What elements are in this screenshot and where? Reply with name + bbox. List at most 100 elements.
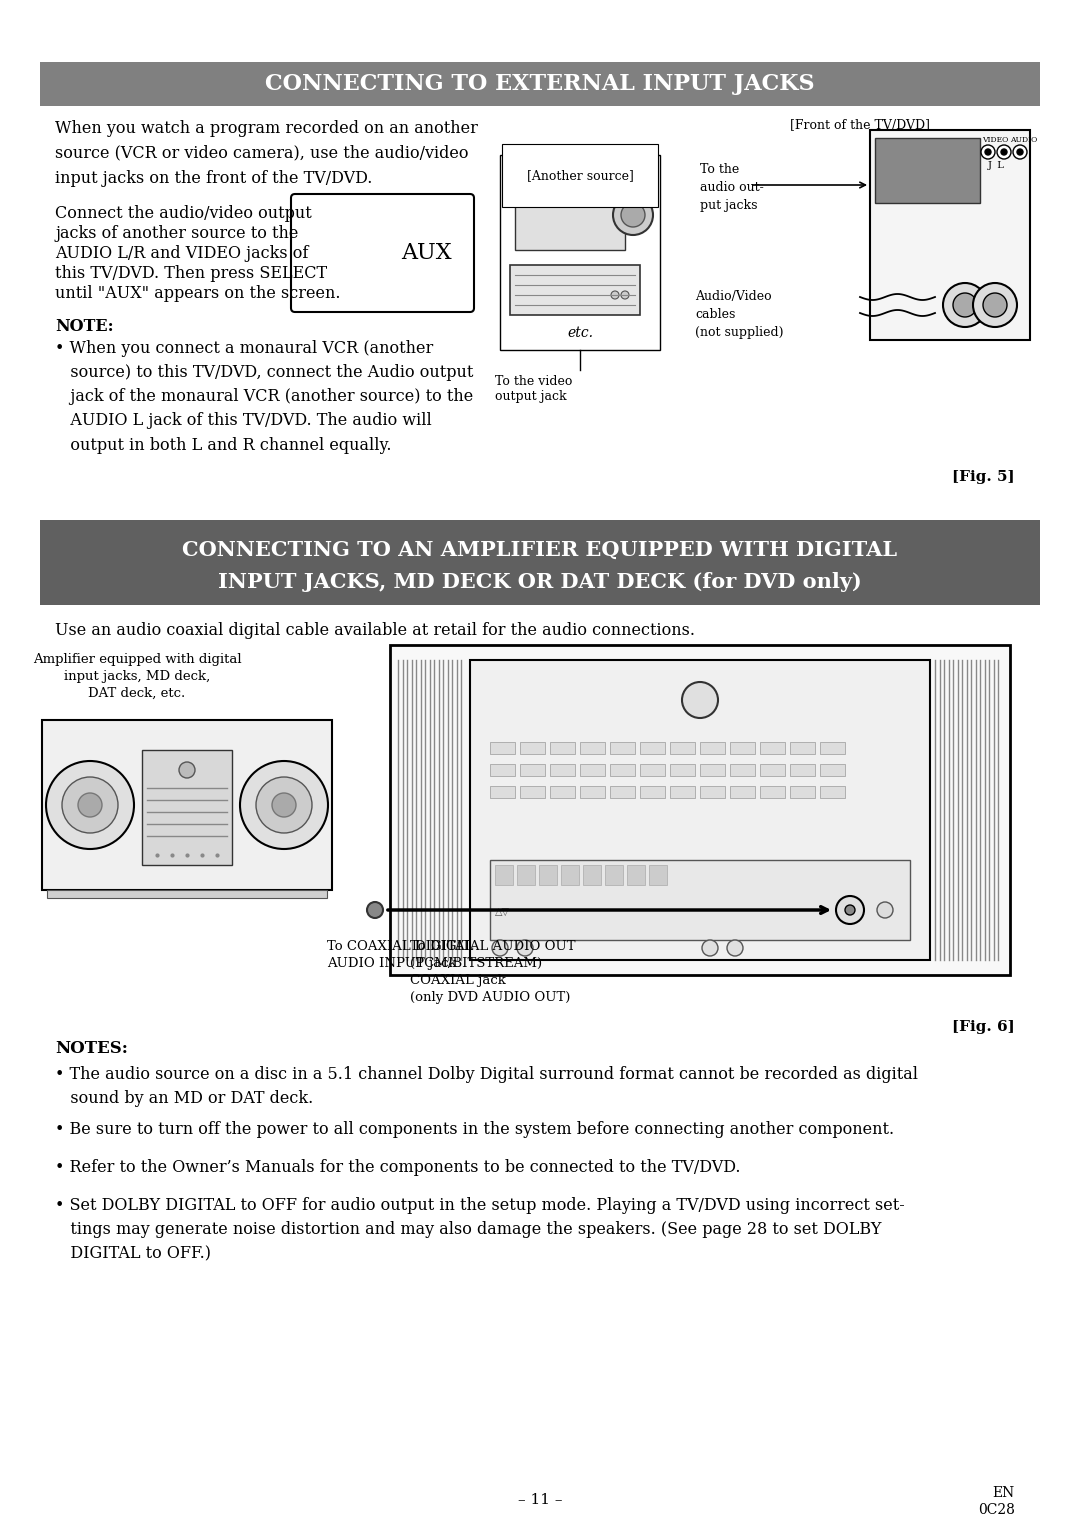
- Bar: [640, 742, 665, 754]
- Bar: [610, 786, 635, 798]
- Circle shape: [953, 293, 977, 317]
- Bar: [539, 865, 557, 885]
- Bar: [610, 742, 635, 754]
- Bar: [40, 520, 1040, 604]
- Text: Audio/Video
cables
(not supplied): Audio/Video cables (not supplied): [696, 290, 783, 339]
- Bar: [580, 786, 605, 798]
- Text: AUDIO: AUDIO: [1010, 136, 1037, 143]
- Bar: [550, 786, 575, 798]
- Bar: [730, 786, 755, 798]
- Bar: [490, 861, 910, 940]
- Bar: [730, 742, 755, 754]
- Bar: [515, 180, 625, 250]
- Circle shape: [517, 940, 534, 955]
- Bar: [580, 742, 605, 754]
- Circle shape: [681, 682, 718, 719]
- Bar: [670, 742, 696, 754]
- Bar: [550, 742, 575, 754]
- Text: • Refer to the Owner’s Manuals for the components to be connected to the TV/DVD.: • Refer to the Owner’s Manuals for the c…: [55, 1160, 741, 1177]
- Text: To DIGITAL AUDIO OUT
(PCM/BITSTREAM)
COAXIAL jack
(only DVD AUDIO OUT): To DIGITAL AUDIO OUT (PCM/BITSTREAM) COA…: [410, 940, 576, 1004]
- Bar: [789, 786, 815, 798]
- Circle shape: [983, 293, 1007, 317]
- Text: INPUT JACKS, MD DECK OR DAT DECK (for DVD only): INPUT JACKS, MD DECK OR DAT DECK (for DV…: [218, 572, 862, 592]
- Bar: [700, 786, 725, 798]
- Bar: [510, 266, 640, 314]
- Bar: [490, 786, 515, 798]
- Text: Use an audio coaxial digital cable available at retail for the audio connections: Use an audio coaxial digital cable avail…: [55, 623, 696, 639]
- Circle shape: [621, 291, 629, 299]
- Circle shape: [62, 777, 118, 833]
- Bar: [580, 765, 605, 777]
- Text: [Front of the TV/DVD]: [Front of the TV/DVD]: [789, 118, 930, 131]
- Circle shape: [1013, 145, 1027, 159]
- Text: etc.: etc.: [567, 327, 593, 340]
- Bar: [760, 765, 785, 777]
- Bar: [583, 865, 600, 885]
- Bar: [517, 865, 535, 885]
- Text: AUX: AUX: [402, 243, 453, 264]
- Bar: [649, 865, 667, 885]
- Circle shape: [613, 195, 653, 235]
- Bar: [670, 765, 696, 777]
- Text: To the
audio out-
put jacks: To the audio out- put jacks: [700, 163, 764, 212]
- Bar: [470, 661, 930, 960]
- Bar: [820, 742, 845, 754]
- Text: VIDEO: VIDEO: [982, 136, 1009, 143]
- Text: 0C28: 0C28: [978, 1503, 1015, 1517]
- Text: To the video
output jack: To the video output jack: [495, 375, 572, 403]
- Circle shape: [727, 940, 743, 955]
- Text: – 11 –: – 11 –: [517, 1492, 563, 1508]
- Bar: [789, 742, 815, 754]
- Bar: [875, 137, 980, 203]
- Bar: [627, 865, 645, 885]
- Bar: [390, 645, 1010, 975]
- Bar: [490, 765, 515, 777]
- Bar: [519, 786, 545, 798]
- Text: Amplifier equipped with digital
input jacks, MD deck,
DAT deck, etc.: Amplifier equipped with digital input ja…: [32, 653, 241, 700]
- Text: AUDIO L/R and VIDEO jacks of: AUDIO L/R and VIDEO jacks of: [55, 246, 309, 262]
- Text: △▽: △▽: [495, 908, 510, 917]
- Text: J  L: J L: [988, 162, 1004, 169]
- Bar: [519, 742, 545, 754]
- Circle shape: [492, 940, 508, 955]
- Bar: [605, 865, 623, 885]
- Bar: [610, 765, 635, 777]
- Text: this TV/DVD. Then press SELECT: this TV/DVD. Then press SELECT: [55, 266, 327, 282]
- Text: • Set DOLBY DIGITAL to OFF for audio output in the setup mode. Playing a TV/DVD : • Set DOLBY DIGITAL to OFF for audio out…: [55, 1196, 905, 1262]
- Circle shape: [943, 282, 987, 327]
- Bar: [48, 890, 327, 897]
- Text: Connect the audio/video output: Connect the audio/video output: [55, 204, 312, 221]
- Circle shape: [256, 777, 312, 833]
- Text: To COAXIAL DIGITAL
AUDIO INPUT jack: To COAXIAL DIGITAL AUDIO INPUT jack: [327, 940, 473, 971]
- Circle shape: [611, 291, 619, 299]
- Bar: [760, 786, 785, 798]
- Circle shape: [621, 203, 645, 227]
- Bar: [519, 150, 555, 165]
- Circle shape: [981, 145, 995, 159]
- Text: • When you connect a monaural VCR (another
   source) to this TV/DVD, connect th: • When you connect a monaural VCR (anoth…: [55, 340, 473, 453]
- Circle shape: [272, 794, 296, 816]
- Text: NOTES:: NOTES:: [55, 1041, 127, 1058]
- Text: EN: EN: [993, 1486, 1015, 1500]
- Circle shape: [179, 761, 195, 778]
- Bar: [640, 765, 665, 777]
- Text: • Be sure to turn off the power to all components in the system before connectin: • Be sure to turn off the power to all c…: [55, 1122, 894, 1138]
- Circle shape: [46, 761, 134, 848]
- Text: [Fig. 5]: [Fig. 5]: [953, 470, 1015, 484]
- Text: CONNECTING TO EXTERNAL INPUT JACKS: CONNECTING TO EXTERNAL INPUT JACKS: [266, 73, 814, 95]
- Bar: [870, 130, 1030, 340]
- Circle shape: [985, 150, 991, 156]
- Bar: [490, 742, 515, 754]
- Circle shape: [367, 902, 383, 919]
- Bar: [820, 765, 845, 777]
- Text: [Another source]: [Another source]: [527, 169, 634, 182]
- Bar: [820, 786, 845, 798]
- Bar: [500, 156, 660, 349]
- Text: CONNECTING TO AN AMPLIFIER EQUIPPED WITH DIGITAL: CONNECTING TO AN AMPLIFIER EQUIPPED WITH…: [183, 540, 897, 560]
- Circle shape: [845, 905, 855, 916]
- Circle shape: [1017, 150, 1023, 156]
- Circle shape: [702, 940, 718, 955]
- Bar: [760, 742, 785, 754]
- Circle shape: [877, 902, 893, 919]
- Circle shape: [973, 282, 1017, 327]
